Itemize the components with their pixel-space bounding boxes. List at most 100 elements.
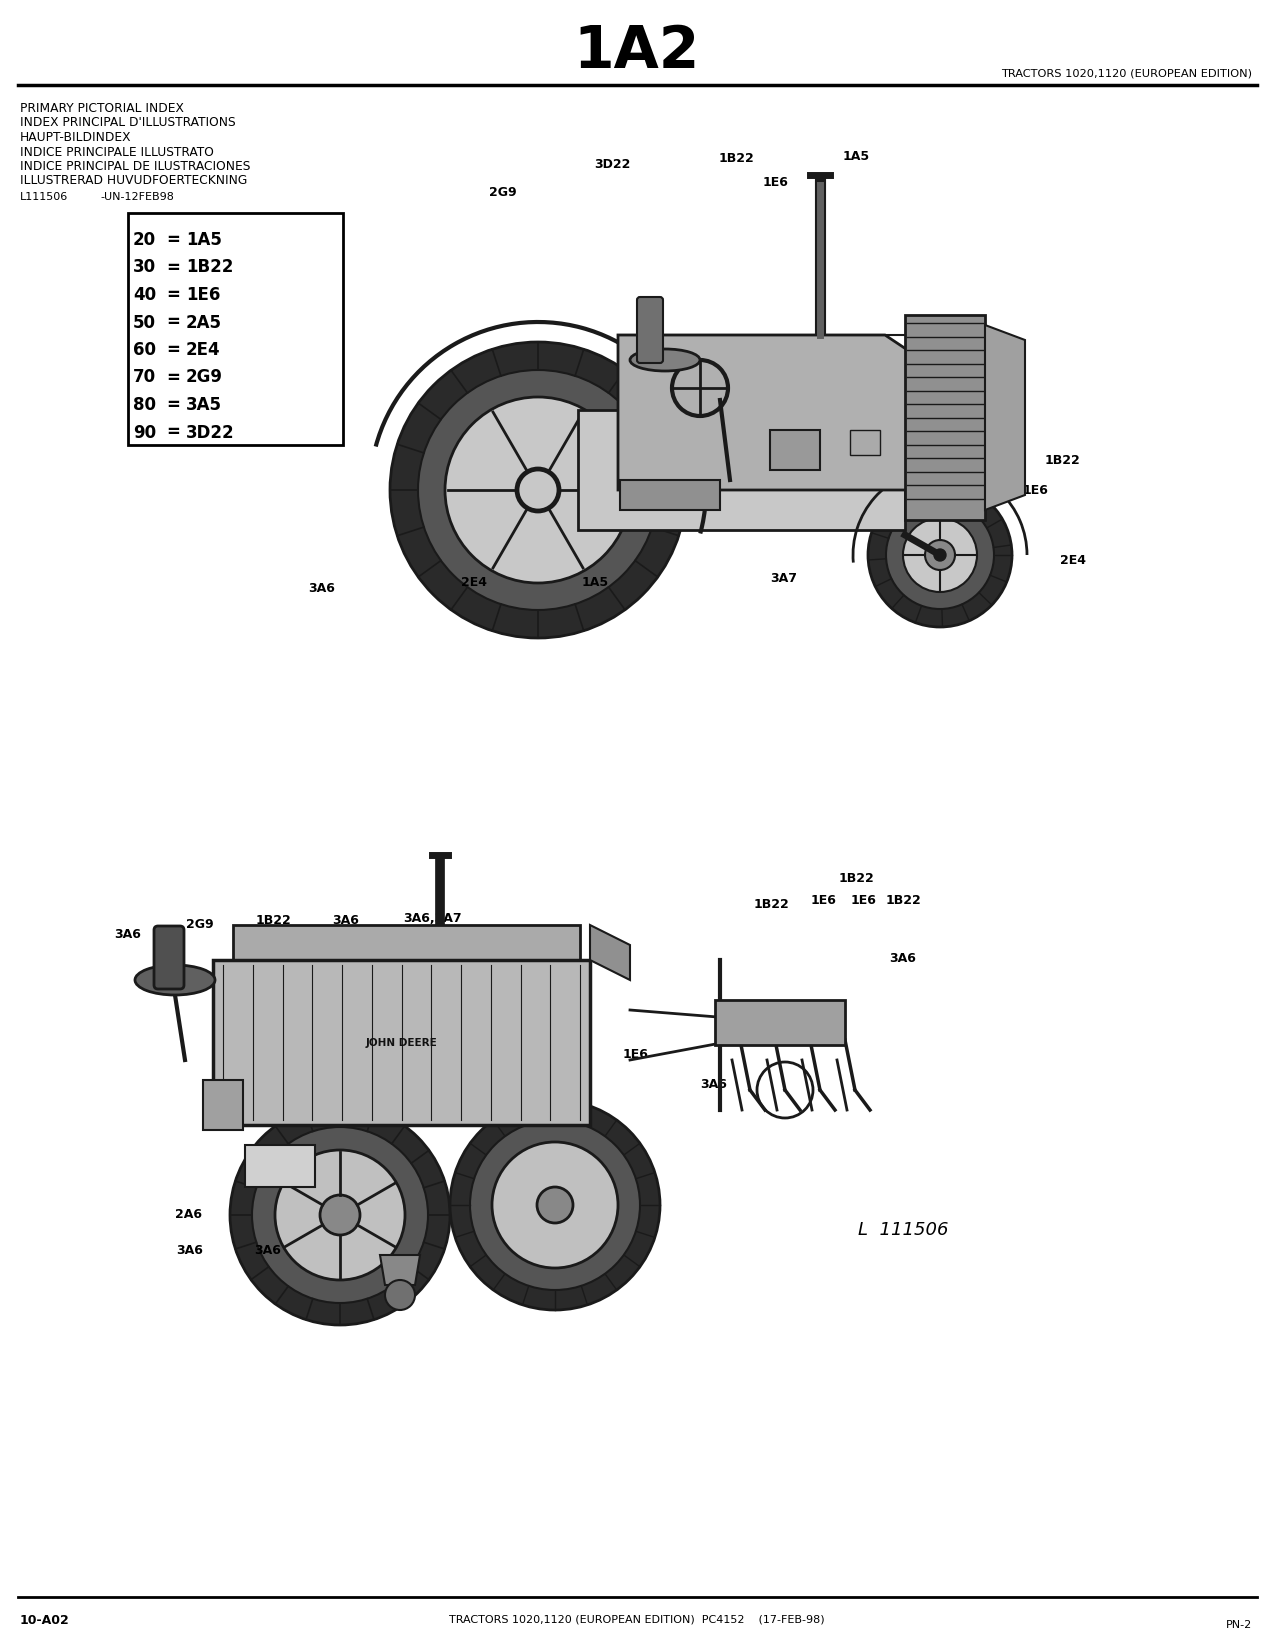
Text: -UN-12FEB98: -UN-12FEB98 [99, 191, 173, 201]
Circle shape [230, 1106, 450, 1325]
Text: 1B22: 1B22 [718, 152, 754, 165]
Text: 20: 20 [133, 231, 156, 249]
Text: L  111506: L 111506 [858, 1221, 949, 1239]
Circle shape [470, 1120, 640, 1290]
Circle shape [530, 482, 546, 498]
Bar [213, 960, 590, 1125]
Text: 1A5: 1A5 [581, 576, 608, 589]
Text: 1E6: 1E6 [528, 568, 553, 581]
Text: 1A5: 1A5 [843, 150, 870, 163]
Text: INDICE PRINCIPAL DE ILUSTRACIONES: INDICE PRINCIPAL DE ILUSTRACIONES [20, 160, 250, 173]
Text: =: = [166, 285, 180, 304]
Text: 1A2: 1A2 [574, 23, 700, 81]
Bar [770, 431, 820, 470]
Circle shape [275, 1150, 405, 1280]
Circle shape [935, 549, 946, 561]
Circle shape [868, 483, 1012, 627]
Polygon shape [233, 926, 580, 960]
Circle shape [252, 1127, 428, 1304]
Text: TRACTORS 1020,1120 (EUROPEAN EDITION): TRACTORS 1020,1120 (EUROPEAN EDITION) [1001, 68, 1252, 78]
Circle shape [385, 1280, 414, 1310]
Text: 1B22: 1B22 [1044, 454, 1080, 467]
Text: 1A5: 1A5 [186, 231, 222, 249]
Text: 3D22: 3D22 [594, 158, 630, 172]
Circle shape [450, 1101, 660, 1310]
Text: 2E4: 2E4 [380, 1254, 405, 1267]
Text: 80: 80 [133, 396, 156, 414]
Text: 3A6: 3A6 [890, 952, 917, 965]
Text: =: = [166, 342, 180, 360]
Circle shape [390, 342, 686, 639]
Bar [715, 1000, 845, 1044]
Text: 3A6: 3A6 [520, 1107, 547, 1119]
Polygon shape [380, 1256, 419, 1285]
Text: 90: 90 [133, 424, 156, 442]
Circle shape [516, 469, 560, 512]
Text: INDICE PRINCIPALE ILLUSTRATO: INDICE PRINCIPALE ILLUSTRATO [20, 145, 214, 158]
Text: L111506: L111506 [20, 191, 69, 201]
Text: 3A6: 3A6 [333, 914, 360, 927]
Text: 40: 40 [133, 285, 156, 304]
Text: =: = [166, 368, 180, 386]
Text: 2E4: 2E4 [1060, 553, 1086, 566]
Polygon shape [590, 926, 630, 980]
Text: ILLUSTRERAD HUVUDFOERTECKNING: ILLUSTRERAD HUVUDFOERTECKNING [20, 175, 247, 188]
Text: 10-A02: 10-A02 [20, 1614, 70, 1627]
FancyBboxPatch shape [638, 297, 663, 363]
Ellipse shape [518, 470, 558, 510]
Circle shape [492, 1142, 618, 1267]
Text: JOHN DEERE: JOHN DEERE [366, 1038, 437, 1048]
Polygon shape [578, 409, 905, 530]
Text: 3A5: 3A5 [186, 396, 222, 414]
Text: 3A6: 3A6 [115, 929, 142, 942]
Text: 1E6: 1E6 [1023, 483, 1049, 497]
Text: 2G9: 2G9 [186, 919, 214, 932]
Circle shape [320, 1195, 360, 1234]
Bar [203, 1081, 244, 1130]
Bar [128, 213, 343, 446]
Text: 2A5: 2A5 [186, 314, 222, 332]
Text: 1B22: 1B22 [754, 899, 789, 911]
Ellipse shape [630, 350, 700, 371]
Text: 3A6,3A7: 3A6,3A7 [403, 911, 462, 924]
Circle shape [537, 1186, 572, 1223]
Polygon shape [618, 335, 915, 490]
Text: 1E6: 1E6 [623, 1048, 649, 1061]
Bar [245, 1145, 315, 1186]
Text: 30: 30 [133, 259, 156, 277]
Text: 2G9: 2G9 [186, 368, 223, 386]
Text: 1E6: 1E6 [566, 1041, 592, 1054]
Text: 1E6: 1E6 [762, 175, 788, 188]
Text: 3A6: 3A6 [176, 1244, 204, 1257]
Bar [620, 480, 720, 510]
Circle shape [418, 370, 658, 610]
Text: =: = [166, 314, 180, 332]
Text: 2A6: 2A6 [175, 1208, 201, 1221]
Polygon shape [986, 325, 1025, 510]
Text: 2E4: 2E4 [186, 342, 221, 360]
Text: 1E6: 1E6 [810, 894, 836, 906]
FancyBboxPatch shape [154, 926, 184, 988]
Text: 3A6: 3A6 [700, 1079, 728, 1092]
Text: 3A7: 3A7 [770, 571, 797, 584]
Text: 1B22: 1B22 [838, 871, 873, 884]
Text: 1B22: 1B22 [885, 894, 921, 906]
Text: INDEX PRINCIPAL D'ILLUSTRATIONS: INDEX PRINCIPAL D'ILLUSTRATIONS [20, 117, 236, 129]
Text: 1B22: 1B22 [255, 914, 291, 927]
Circle shape [903, 518, 977, 592]
Text: 70: 70 [133, 368, 156, 386]
Bar [905, 315, 986, 520]
Text: 3D22: 3D22 [186, 424, 235, 442]
Text: TRACTORS 1020,1120 (EUROPEAN EDITION)  PC4152    (17-FEB-98): TRACTORS 1020,1120 (EUROPEAN EDITION) PC… [449, 1615, 825, 1625]
Text: 1B22: 1B22 [186, 259, 233, 277]
Text: 2A5: 2A5 [518, 939, 544, 952]
Text: =: = [166, 424, 180, 442]
Text: 3A6: 3A6 [309, 581, 335, 594]
Text: 2E4: 2E4 [462, 576, 487, 589]
Text: =: = [166, 259, 180, 277]
Text: PN-2: PN-2 [1225, 1620, 1252, 1630]
Bar [850, 431, 880, 455]
Text: =: = [166, 231, 180, 249]
Text: 50: 50 [133, 314, 156, 332]
Text: 1E6: 1E6 [850, 894, 876, 906]
